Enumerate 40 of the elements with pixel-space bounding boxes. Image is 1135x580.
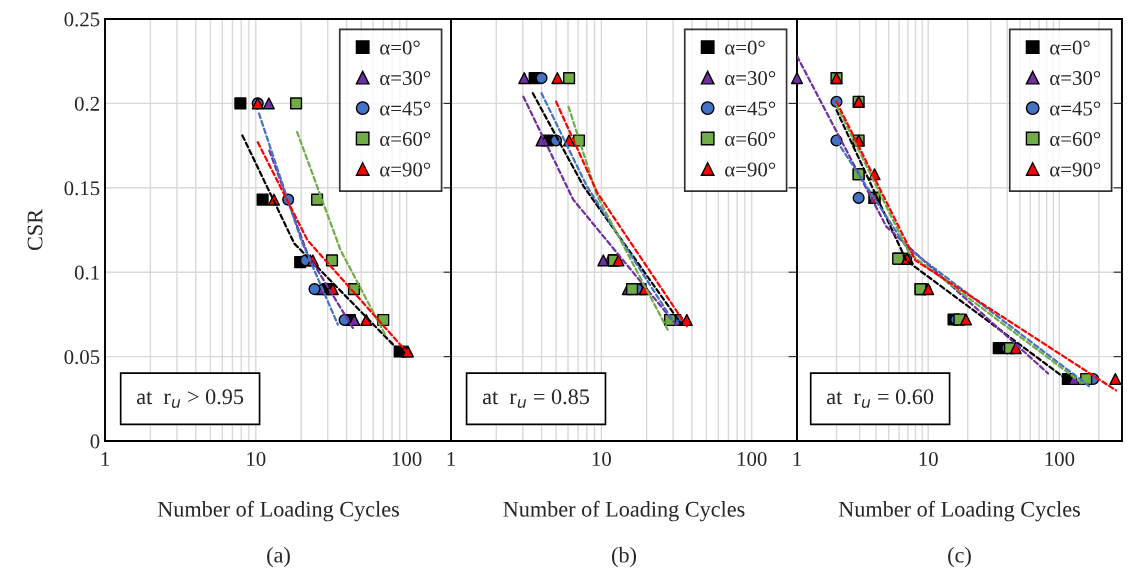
y-tick-label: 0.15 xyxy=(64,181,100,196)
annotation: at r$_{u}$ = 0.60 xyxy=(827,389,934,408)
legend-label: α=90° xyxy=(725,162,776,177)
legend-label: α=0° xyxy=(380,40,420,55)
text: (b) xyxy=(612,546,636,568)
x-tick-label: 1 xyxy=(793,452,801,466)
legend-label: α=45° xyxy=(380,101,431,116)
y-tick-label: 0 xyxy=(90,434,100,449)
legend-label: α=90° xyxy=(380,162,431,177)
legend-label: α=90° xyxy=(1050,162,1101,177)
legend-label: α=60° xyxy=(380,132,431,147)
x-tick-label: 10 xyxy=(247,452,266,467)
legend-label: α=30° xyxy=(1050,71,1101,86)
text: (a) xyxy=(267,546,290,568)
legend-label: α=45° xyxy=(1050,101,1101,116)
annotation: at r$_{u}$ = 0.85 xyxy=(482,389,590,408)
x-tick-label: 100 xyxy=(737,452,767,467)
legend-label: α=60° xyxy=(725,132,776,147)
x-axis-title: Number of Loading Cycles xyxy=(838,500,1080,522)
legend-label: α=30° xyxy=(725,71,776,86)
y-axis-title: CSR xyxy=(27,209,43,251)
y-tick-label: 0.25 xyxy=(64,12,100,27)
x-tick-label: 1 xyxy=(447,452,455,466)
y-tick-label: 0.1 xyxy=(74,265,99,280)
legend-label: α=60° xyxy=(1050,132,1101,147)
x-tick-label: 1 xyxy=(101,452,109,466)
x-tick-label: 10 xyxy=(592,452,611,467)
legend-label: α=0° xyxy=(1050,40,1090,55)
legend-label: α=45° xyxy=(725,101,776,116)
x-tick-label: 100 xyxy=(1045,452,1075,467)
text: (c) xyxy=(948,546,971,568)
x-tick-label: 100 xyxy=(392,452,422,467)
y-tick-label: 0.05 xyxy=(64,349,100,365)
annotation: at r$_{u}$ > 0.95 xyxy=(137,389,244,408)
legend-label: α=0° xyxy=(725,40,765,55)
x-axis-title: Number of Loading Cycles xyxy=(503,500,745,522)
x-axis-title: Number of Loading Cycles xyxy=(157,500,399,522)
x-tick-label: 10 xyxy=(919,452,938,467)
y-tick-label: 0.2 xyxy=(74,96,99,111)
legend-label: α=30° xyxy=(380,71,431,86)
